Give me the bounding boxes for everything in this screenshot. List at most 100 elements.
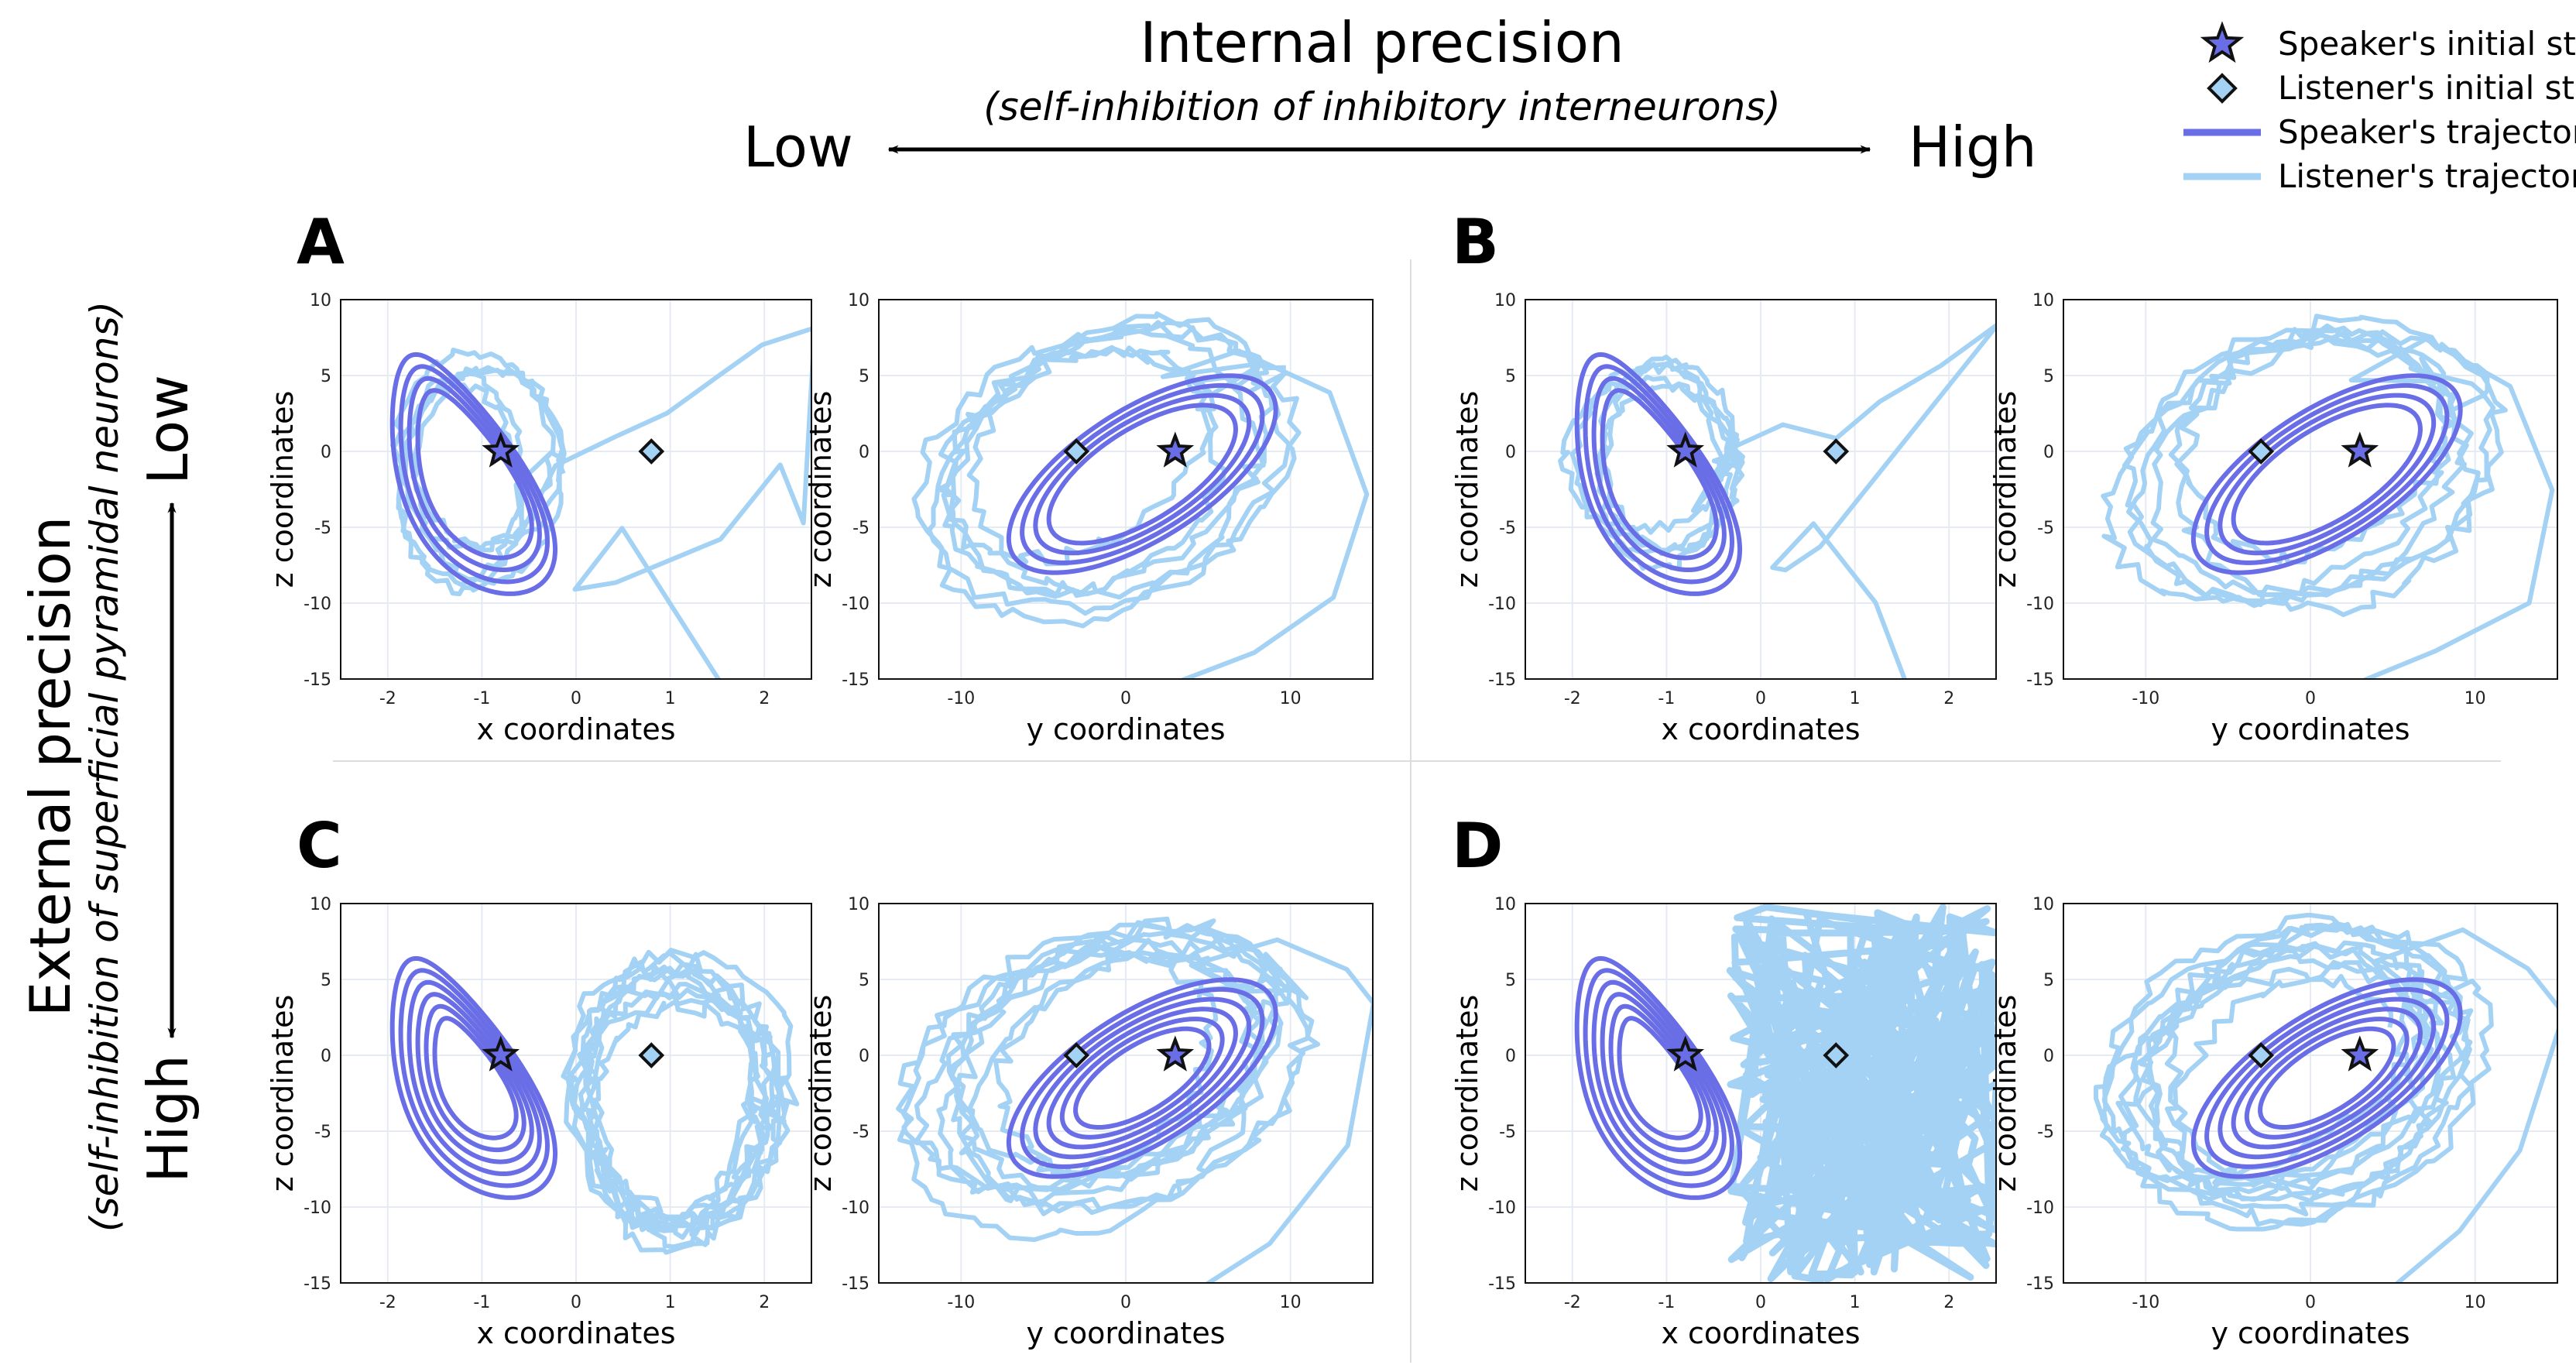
x-axis-label: x coordinates [1661, 712, 1860, 746]
y-axis-label: z coordinates [266, 391, 300, 588]
axes-frame [878, 299, 1374, 680]
y-axis-label: z coordinates [1450, 391, 1484, 588]
trajectories [1558, 322, 1996, 679]
x-tick-label: -2 [379, 1293, 396, 1312]
y-tick-label: 10 [848, 291, 870, 310]
y-tick-label: 0 [2043, 1047, 2054, 1066]
panel-letter: C [297, 810, 342, 882]
x-tick-label: -1 [473, 689, 490, 708]
speaker-initial-star [1156, 1035, 1195, 1072]
y-tick-label: -15 [2026, 1274, 2054, 1294]
speaker-trajectory [2218, 996, 2437, 1160]
x-tick-label: 10 [1280, 1293, 1302, 1312]
y-tick-label: 5 [1505, 367, 1516, 386]
x-tick-label: 10 [2465, 689, 2486, 708]
header-high-label: High [1909, 115, 2036, 180]
listener-initial-diamond [638, 1042, 665, 1068]
speaker-trajectory [1608, 1003, 1711, 1153]
trajectories [2101, 314, 2555, 679]
x-tick-label: 1 [1850, 689, 1861, 708]
listener-initial-diamond [638, 438, 665, 465]
trajectories [389, 948, 800, 1255]
y-tick-label: 10 [2032, 291, 2054, 310]
x-tick-label: -2 [379, 689, 396, 708]
listener-trajectory [2101, 314, 2555, 679]
y-tick-label: 0 [1505, 443, 1516, 462]
legend-item: Listener's trajectory [2183, 157, 2576, 195]
x-axis-label: y coordinates [2211, 712, 2410, 746]
subplot-yz: -10 0 10 10 5 0 -5 -10 -15 y coordinates z coordin… [1988, 291, 2558, 746]
speaker-initial-star [2341, 1035, 2379, 1072]
y-tick-label: 10 [848, 895, 870, 914]
speaker-trajectory [398, 968, 551, 1188]
speaker-trajectory [1583, 364, 1735, 585]
y-axis-label: z coordinates [1988, 995, 2022, 1192]
y-tick-label: 0 [1505, 1047, 1516, 1066]
speaker-trajectory [1006, 977, 1278, 1179]
y-tick-label: 10 [1494, 291, 1516, 310]
header-subtitle: (self-inhibition of inhibitory interneur… [983, 84, 1781, 129]
y-tick-label: -10 [304, 1199, 331, 1218]
x-tick-label: 2 [1943, 1293, 1954, 1312]
x-tick-label: 1 [665, 689, 676, 708]
x-tick-label: 0 [571, 1293, 581, 1312]
y-axis-label: z coordinates [804, 391, 838, 588]
x-tick-label: -2 [1564, 689, 1581, 708]
x-axis-label: y coordinates [2211, 1316, 2410, 1350]
x-axis-label: x coordinates [476, 1316, 675, 1350]
header-title: Internal precision [1140, 10, 1624, 75]
legend-item: Speaker's initial state [2200, 21, 2576, 63]
speaker-trajectory [1591, 979, 1727, 1177]
speaker-trajectory [1046, 1007, 1239, 1150]
y-tick-label: -5 [2037, 1123, 2054, 1142]
x-tick-label: -2 [1564, 1293, 1581, 1312]
x-tick-label: -1 [473, 1293, 490, 1312]
x-tick-label: 0 [2305, 1293, 2316, 1312]
y-tick-label: 0 [859, 443, 870, 462]
speaker-trajectory [1600, 388, 1719, 561]
x-tick-label: 1 [665, 1293, 676, 1312]
panel-letter: B [1452, 206, 1499, 278]
speaker-trajectory [2204, 986, 2450, 1169]
speaker-trajectory [1033, 393, 1252, 556]
x-tick-label: 0 [1755, 1293, 1766, 1312]
y-tick-label: -15 [304, 1274, 331, 1294]
x-axis-label: x coordinates [476, 712, 675, 746]
speaker-initial-star [1666, 1035, 1705, 1072]
speaker-trajectory [1006, 373, 1278, 575]
x-tick-label: -10 [947, 1293, 975, 1312]
speaker-trajectory [2231, 403, 2423, 546]
speaker-trajectory [1583, 968, 1735, 1188]
y-axis-label: z coordinates [1450, 995, 1484, 1192]
speaker-initial-star [2341, 431, 2379, 468]
x-tick-label: 2 [759, 689, 770, 708]
speaker-trajectory [1073, 1026, 1212, 1130]
speaker-initial-star [482, 1035, 520, 1072]
y-tick-label: 5 [2043, 971, 2054, 990]
speaker-initial-star [1156, 431, 1195, 468]
x-tick-label: 0 [1755, 689, 1766, 708]
x-tick-label: 10 [2465, 1293, 2486, 1312]
speaker-trajectory [2244, 1017, 2410, 1140]
speaker-trajectory [2190, 977, 2463, 1179]
speaker-initial-star [482, 431, 520, 468]
listener-initial-diamond [1063, 1042, 1090, 1068]
y-axis-label: z coordinates [804, 995, 838, 1192]
side-high-label: High [135, 1055, 201, 1182]
trajectories [2094, 913, 2557, 1283]
y-tick-label: 0 [321, 443, 331, 462]
listener-initial-diamond [1063, 438, 1090, 465]
legend-item: Listener's initial state [2207, 69, 2576, 107]
y-tick-label: -5 [1499, 519, 1516, 538]
speaker-trajectory [406, 979, 542, 1177]
axes-frame [2063, 299, 2558, 680]
listener-initial-diamond [2248, 438, 2275, 465]
x-tick-label: -10 [947, 689, 975, 708]
speaker-trajectory [1574, 352, 1743, 596]
